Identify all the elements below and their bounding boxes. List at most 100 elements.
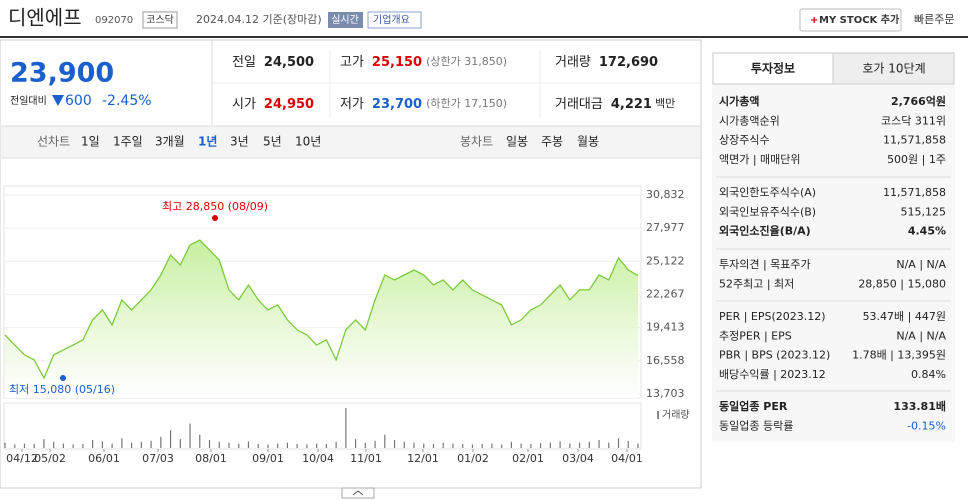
info-value: 11,571,858: [883, 186, 946, 199]
y-tick-label: 30,832: [646, 188, 685, 201]
period-bar: [1, 126, 700, 158]
period[interactable]: 1년: [198, 135, 217, 149]
market: 코스닥: [146, 14, 174, 26]
market-badge: [142, 11, 178, 29]
realtime: 실시간: [331, 14, 359, 26]
x-tick-label: 05/02: [34, 452, 66, 465]
volume-bar: [608, 442, 610, 448]
low-dot: [60, 375, 66, 382]
period[interactable]: 주봉: [541, 135, 563, 149]
volume-bar: [179, 439, 181, 448]
summary-note: (상한가 31,850): [426, 55, 507, 68]
volume-bar: [471, 444, 474, 448]
main-panel: [0, 39, 702, 489]
y-tick-label: 22,267: [646, 288, 685, 301]
volume-bar: [208, 440, 211, 448]
summary-item: 거래대금 4,221 백만: [555, 97, 675, 112]
volume-bar: [442, 442, 444, 448]
scroll-button[interactable]: [341, 487, 375, 499]
volume-bar: [617, 438, 620, 448]
x-tick-label: 02/01: [512, 452, 544, 465]
volume-bar: [14, 444, 16, 448]
price-area: [5, 240, 638, 398]
summary-label: 거래량: [555, 55, 591, 70]
quick-order[interactable]: 빠른주문: [914, 13, 954, 26]
period[interactable]: 3년: [230, 135, 249, 149]
volume-bar: [637, 443, 639, 448]
scroll-icon: [352, 490, 364, 496]
info-label: 액면가 | 매매단위: [719, 153, 801, 166]
volume-bar: [520, 443, 522, 448]
summary-value: 172,690: [599, 55, 658, 70]
y-tick-label: 16,558: [646, 354, 685, 367]
y-tick-label: 19,413: [646, 321, 685, 334]
volume-bar: [403, 441, 405, 448]
mystock[interactable]: MY STOCK 추가: [819, 13, 900, 26]
info-box: [712, 52, 955, 442]
period[interactable]: 일봉: [506, 135, 528, 149]
summary-item: 전일 24,500: [232, 55, 314, 70]
volume-bar: [277, 443, 279, 448]
info-value: 0.84%: [911, 368, 946, 381]
y-tick-label: 27,977: [646, 221, 685, 234]
tab-active[interactable]: [712, 52, 834, 85]
info-value: 53.47배 | 447원: [863, 310, 946, 323]
stock-name: 디엔에프: [8, 6, 82, 30]
realtime-badge: [328, 12, 363, 28]
tab-label[interactable]: 호가 10단계: [862, 62, 925, 76]
info-label: 동일업종 등락률: [719, 418, 793, 432]
summary-label: 시가: [232, 97, 256, 112]
volume-bar: [335, 441, 337, 448]
volume-bar: [559, 441, 561, 448]
x-tick-label: 12/01: [407, 452, 439, 465]
volume-bar: [23, 443, 26, 448]
volume-bar: [354, 439, 357, 448]
period[interactable]: 월봉: [577, 135, 599, 149]
mystock-button[interactable]: [799, 8, 902, 32]
info-value: 133.81배: [893, 399, 946, 413]
tab[interactable]: [832, 52, 955, 85]
summary-label: 저가: [340, 97, 364, 112]
tab-label[interactable]: 투자정보: [751, 61, 795, 76]
info-label: 52주최고 | 최저: [719, 277, 794, 290]
high-dot: [212, 215, 218, 222]
info-value: -0.15%: [907, 419, 946, 432]
volume-bar: [150, 440, 152, 448]
volume-bar: [393, 440, 396, 448]
info-label: 외국인소진율(B/A): [719, 224, 811, 238]
period[interactable]: 1주일: [113, 135, 143, 149]
volume-bar: [627, 440, 629, 448]
volume-bar: [199, 434, 201, 448]
volume-bar: [481, 444, 483, 448]
summary-item: 고가 25,150 (상한가 31,850): [340, 55, 507, 70]
company-info-button[interactable]: [367, 11, 422, 29]
volume-bar: [530, 444, 532, 448]
period-label: 봉차트: [460, 135, 493, 149]
summary-unit: 백만: [655, 97, 675, 110]
current-price: 23,900: [10, 58, 114, 89]
volume-bar: [189, 423, 191, 448]
volume-bar: [549, 442, 551, 448]
volume-bar: [257, 444, 259, 448]
period[interactable]: 10년: [295, 135, 321, 149]
x-tick-label: 04/01: [611, 452, 643, 465]
volume-bar: [296, 444, 298, 448]
volume-bar: [413, 442, 415, 448]
volume-bar: [325, 444, 327, 448]
price-line: [4, 239, 639, 380]
x-tick-label: 01/02: [457, 452, 489, 465]
info-value: 28,850 | 15,080: [858, 277, 946, 290]
summary-label: 전일: [232, 55, 256, 70]
volume-legend-icon: [657, 411, 659, 419]
volume-bar: [364, 442, 366, 448]
company-info[interactable]: 기업개요: [373, 13, 410, 26]
volume-bar: [53, 441, 55, 448]
volume-bar: [598, 440, 600, 448]
plus-icon: +: [810, 15, 818, 26]
period[interactable]: 3개월: [155, 135, 185, 149]
period[interactable]: 1일: [81, 135, 100, 149]
volume-bar: [218, 441, 220, 448]
x-tick-label: 10/04: [302, 452, 334, 465]
period[interactable]: 5년: [263, 135, 282, 149]
